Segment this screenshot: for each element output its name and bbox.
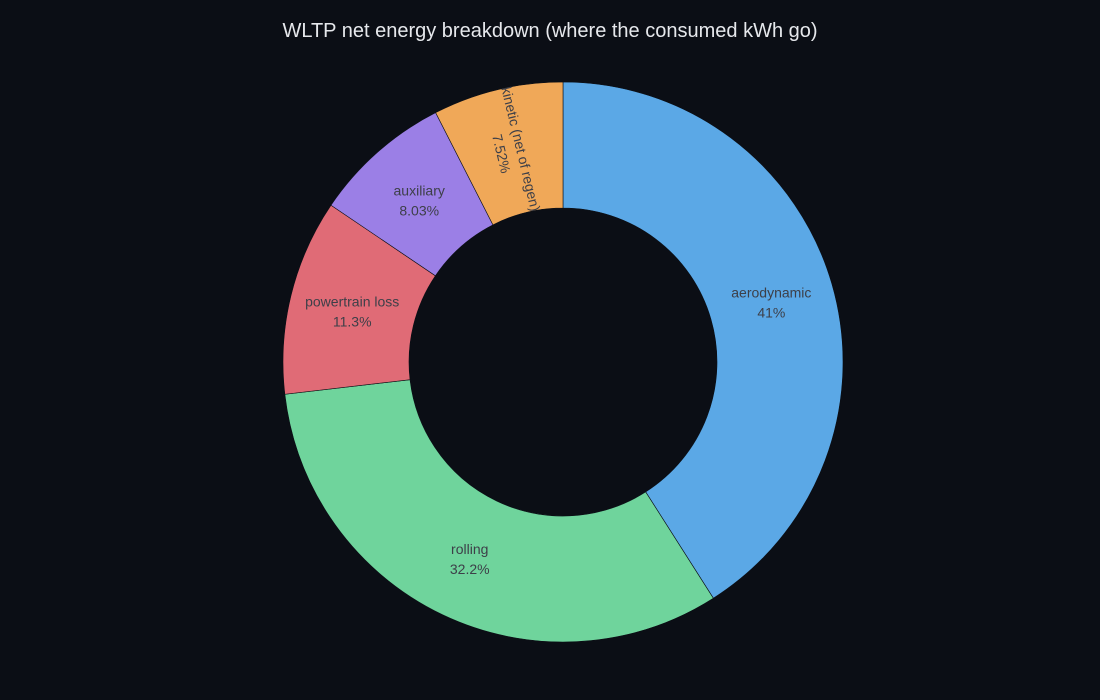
slice-name-label: rolling [451, 541, 488, 557]
slice-label-group: auxiliary 8.03% [394, 182, 445, 218]
slice-percent-label: 8.03% [399, 202, 439, 218]
slice-label-group: aerodynamic 41% [731, 284, 811, 320]
slice-name-label: powertrain loss [305, 294, 399, 310]
slice-rolling[interactable] [284, 379, 714, 643]
slice-label-group: powertrain loss 11.3% [305, 294, 399, 330]
slice-name-label: aerodynamic [731, 284, 811, 300]
slice-name-label: auxiliary [394, 182, 445, 198]
slice-percent-label: 11.3% [333, 314, 372, 330]
slice-aerodynamic[interactable] [562, 81, 844, 599]
chart-title: WLTP net energy breakdown (where the con… [282, 20, 818, 42]
slice-kinetic-net-of-regen[interactable] [435, 81, 564, 226]
slice-percent-label: 41% [757, 304, 785, 320]
slice-percent-label: 32.2% [450, 561, 490, 577]
slice-label-group: rolling 32.2% [450, 541, 490, 577]
